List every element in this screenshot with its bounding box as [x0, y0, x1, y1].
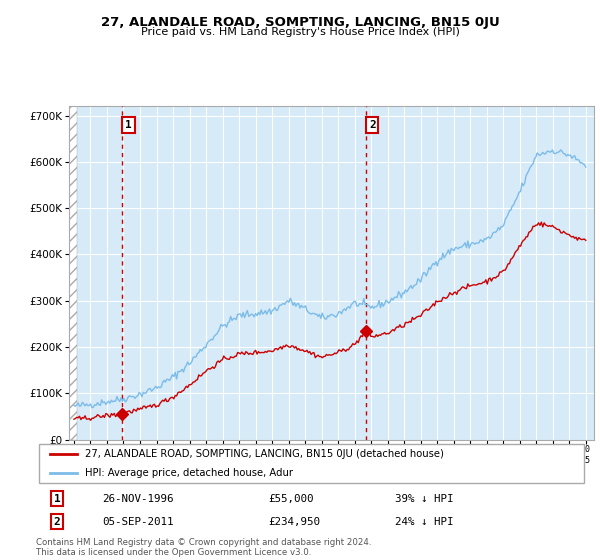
Text: Price paid vs. HM Land Registry's House Price Index (HPI): Price paid vs. HM Land Registry's House … — [140, 27, 460, 37]
Text: 2: 2 — [369, 120, 376, 130]
FancyBboxPatch shape — [39, 444, 584, 483]
Text: £55,000: £55,000 — [268, 494, 313, 503]
Text: Contains HM Land Registry data © Crown copyright and database right 2024.
This d: Contains HM Land Registry data © Crown c… — [36, 538, 371, 557]
Text: 27, ALANDALE ROAD, SOMPTING, LANCING, BN15 0JU: 27, ALANDALE ROAD, SOMPTING, LANCING, BN… — [101, 16, 499, 29]
Text: 1: 1 — [53, 494, 61, 503]
Text: 24% ↓ HPI: 24% ↓ HPI — [395, 517, 454, 526]
Text: £234,950: £234,950 — [268, 517, 320, 526]
Text: 26-NOV-1996: 26-NOV-1996 — [102, 494, 174, 503]
Text: HPI: Average price, detached house, Adur: HPI: Average price, detached house, Adur — [85, 468, 293, 478]
Text: 2: 2 — [53, 517, 61, 526]
Text: 39% ↓ HPI: 39% ↓ HPI — [395, 494, 454, 503]
Text: 1: 1 — [125, 120, 132, 130]
Text: 05-SEP-2011: 05-SEP-2011 — [102, 517, 174, 526]
Text: 27, ALANDALE ROAD, SOMPTING, LANCING, BN15 0JU (detached house): 27, ALANDALE ROAD, SOMPTING, LANCING, BN… — [85, 449, 443, 459]
